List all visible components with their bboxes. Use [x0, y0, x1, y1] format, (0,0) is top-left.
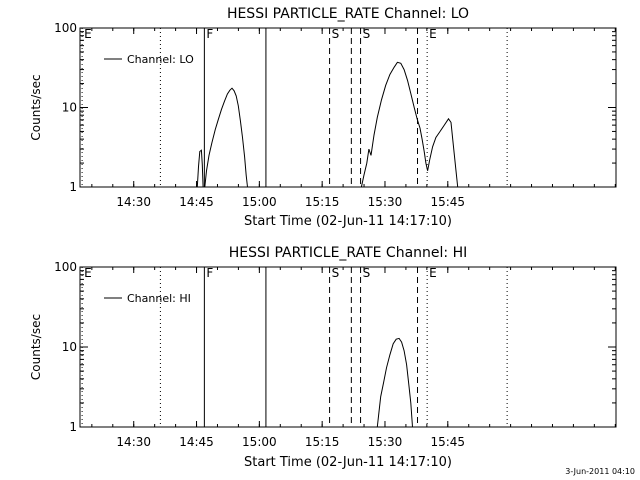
chart-1-series-line-0: [376, 337, 413, 428]
chart-0-x-tick-label: 14:45: [179, 195, 214, 209]
chart-0-series-line-0: [196, 87, 248, 188]
chart-1-x-tick-label: 15:45: [430, 435, 465, 449]
chart-0-legend-label: Channel: LO: [127, 53, 194, 66]
chart-0-event-marker-label: F: [206, 27, 213, 41]
chart-1-event-marker-label: S: [332, 266, 340, 280]
chart-0-plot-frame: [79, 27, 617, 188]
chart-panel-hi: HESSI PARTICLE_RATE Channel: HI 14:30 14:4…: [29, 245, 617, 470]
chart-1-event-marker-label: F: [206, 266, 213, 280]
chart-0-y-axis-label: Counts/sec: [29, 74, 43, 140]
chart-0-x-tick-label: 15:30: [368, 195, 403, 209]
chart-1-title: HESSI PARTICLE_RATE Channel: HI: [229, 245, 467, 261]
chart-1-x-tick-label: 15:15: [305, 435, 340, 449]
chart-0-series-line-1: [360, 61, 459, 188]
chart-0-y-tick-label: 1: [69, 180, 77, 194]
chart-panel-lo: HESSI PARTICLE_RATE Channel: LO 14:30 14:4…: [29, 6, 617, 229]
chart-1-x-tick-label: 14:45: [179, 435, 214, 449]
chart-1-x-tick-label: 15:00: [242, 435, 277, 449]
chart-1-x-axis-label: Start Time (02-Jun-11 14:17:10): [244, 455, 452, 470]
chart-1-y-tick-label: 10: [62, 340, 77, 354]
chart-1-y-tick-label: 1: [69, 420, 77, 434]
chart-1-x-tick-label: 15:30: [368, 435, 403, 449]
chart-0-y-tick-label: 10: [62, 101, 77, 115]
chart-0-x-tick-label: 15:00: [242, 195, 277, 209]
chart-0-x-axis-label: Start Time (02-Jun-11 14:17:10): [244, 214, 452, 229]
chart-0-title: HESSI PARTICLE_RATE Channel: LO: [227, 6, 469, 22]
chart-0-event-marker-label: S: [332, 27, 340, 41]
chart-0-y-tick-label: 100: [54, 21, 77, 35]
chart-1-y-tick-label: 100: [54, 260, 77, 274]
chart-0-event-marker-label: E: [429, 27, 437, 41]
chart-1-legend-label: Channel: HI: [127, 292, 191, 305]
chart-0-x-tick-label: 14:30: [116, 195, 151, 209]
chart-1-x-tick-label: 14:30: [116, 435, 151, 449]
chart-0-event-marker-label: E: [84, 27, 92, 41]
chart-0-event-marker-label: S: [363, 27, 371, 41]
chart-1-event-marker-label: E: [429, 266, 437, 280]
chart-1-y-axis-label: Counts/sec: [29, 314, 43, 380]
chart-1-event-marker-label: S: [363, 266, 371, 280]
chart-0-x-tick-label: 15:15: [305, 195, 340, 209]
chart-0-x-tick-label: 15:45: [430, 195, 465, 209]
chart-1-event-marker-label: E: [84, 266, 92, 280]
timestamp-footer: 3-Jun-2011 04:10: [565, 467, 635, 476]
